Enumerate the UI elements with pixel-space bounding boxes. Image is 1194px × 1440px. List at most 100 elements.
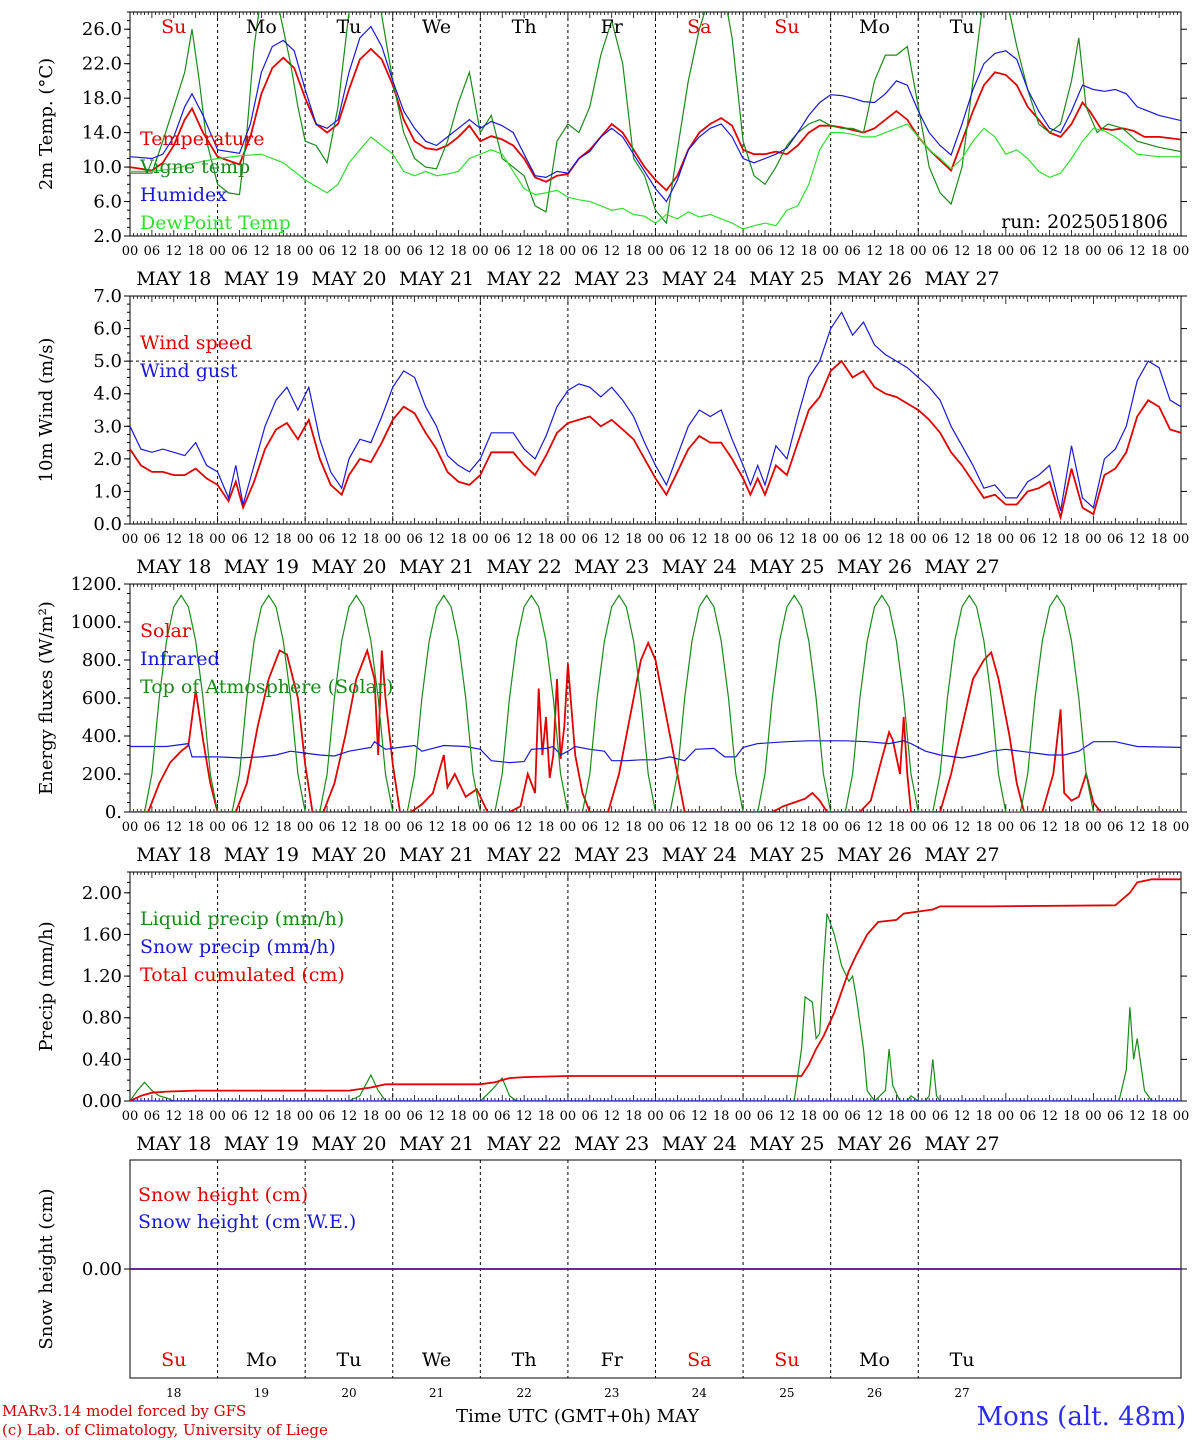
date-label: MAY 22 [487, 844, 562, 866]
date-label: MAY 25 [749, 556, 824, 578]
y-tick-label: 10.0 [82, 157, 122, 178]
hour-tick-label: 18 [625, 532, 642, 547]
y-tick-label: 26.0 [82, 19, 122, 40]
hour-tick-label: 06 [231, 820, 248, 835]
hour-tick-label: 18 [800, 532, 817, 547]
hour-tick-label: 06 [932, 1109, 949, 1124]
date-label: MAY 24 [662, 268, 737, 290]
day-number-label: 23 [604, 1386, 619, 1400]
hour-tick-label: 12 [516, 820, 533, 835]
weekday-label: Su [774, 1349, 799, 1371]
meteogram: 2.0 6.0 10.0 14.0 18.0 22.0 26.0 2m Temp. (°C) 0… [36, 11, 1190, 1400]
date-label: MAY 18 [136, 1133, 211, 1155]
hour-tick-label: 00 [735, 1109, 752, 1124]
hour-tick-label: 18 [800, 244, 817, 259]
hour-tick-label: 06 [494, 820, 511, 835]
day-number-label: 25 [779, 1386, 794, 1400]
hour-tick-label: 12 [691, 820, 708, 835]
hour-tick-label: 06 [319, 1109, 336, 1124]
legend-entry: Snow height (cm) [138, 1184, 308, 1206]
date-label: MAY 26 [837, 1133, 912, 1155]
y-tick-label: 18.0 [82, 88, 122, 109]
hour-tick-label: 06 [231, 532, 248, 547]
hour-tick-label: 18 [800, 820, 817, 835]
hour-tick-label: 00 [822, 532, 839, 547]
hour-tick-label: 12 [428, 244, 445, 259]
hour-tick-label: 00 [122, 532, 139, 547]
weekday-label: Sa [687, 1349, 711, 1371]
day-number-label: 22 [516, 1386, 531, 1400]
hour-tick-label: 06 [757, 532, 774, 547]
date-label: MAY 26 [837, 844, 912, 866]
hour-tick-label: 18 [713, 820, 730, 835]
y-tick-label: 800. [82, 650, 122, 671]
hour-tick-label: 18 [1063, 532, 1080, 547]
date-label: MAY 18 [136, 268, 211, 290]
hour-tick-label: 00 [297, 1109, 314, 1124]
hour-tick-label: 12 [428, 1109, 445, 1124]
hour-tick-label: 18 [976, 820, 993, 835]
hour-tick-label: 00 [209, 1109, 226, 1124]
hour-tick-label: 18 [187, 820, 204, 835]
hour-tick-label: 18 [976, 532, 993, 547]
hour-tick-label: 00 [1085, 1109, 1102, 1124]
hour-tick-label: 12 [341, 1109, 358, 1124]
hour-tick-label: 00 [910, 820, 927, 835]
hour-tick-label: 18 [1151, 244, 1168, 259]
date-label: MAY 27 [924, 1133, 999, 1155]
date-label: MAY 21 [399, 556, 474, 578]
hour-tick-label: 18 [450, 532, 467, 547]
hour-tick-label: 12 [1041, 532, 1058, 547]
hour-tick-label: 12 [253, 1109, 270, 1124]
model-credit: MARv3.14 model forced by GFS [2, 1402, 247, 1420]
hour-tick-label: 00 [384, 1109, 401, 1124]
date-label: MAY 18 [136, 556, 211, 578]
weekday-label: Tu [950, 1349, 975, 1371]
hour-tick-label: 00 [647, 1109, 664, 1124]
hour-tick-label: 00 [384, 244, 401, 259]
series-line [130, 640, 1181, 812]
hour-tick-label: 06 [844, 532, 861, 547]
date-label: MAY 23 [574, 556, 649, 578]
hour-tick-label: 06 [406, 820, 423, 835]
date-label: MAY 24 [662, 844, 737, 866]
legend-entry: Snow precip (mm/h) [140, 936, 336, 958]
legend-entry: Top of Atmosphere (Solar) [140, 676, 393, 698]
hour-tick-label: 00 [822, 820, 839, 835]
hour-tick-label: 18 [538, 820, 555, 835]
date-label: MAY 19 [224, 1133, 299, 1155]
date-label: MAY 21 [399, 1133, 474, 1155]
series-line [130, 740, 1181, 764]
hour-tick-label: 00 [560, 820, 577, 835]
weekday-label: We [422, 16, 451, 38]
hour-tick-label: 18 [275, 820, 292, 835]
date-label: MAY 22 [487, 556, 562, 578]
hour-tick-label: 00 [910, 244, 927, 259]
hour-tick-label: 06 [669, 532, 686, 547]
weekday-label: Mo [246, 16, 277, 38]
series-line [130, 47, 1181, 192]
hour-tick-label: 06 [231, 244, 248, 259]
series-line [130, 594, 1181, 812]
date-label: MAY 27 [924, 556, 999, 578]
weekday-label: Th [512, 16, 537, 38]
y-tick-label: 1.0 [93, 481, 122, 502]
hour-tick-label: 12 [954, 244, 971, 259]
hour-tick-label: 00 [1173, 244, 1190, 259]
legend-entry: Temperature [140, 128, 264, 150]
date-label: MAY 26 [837, 556, 912, 578]
hour-tick-label: 06 [406, 532, 423, 547]
hour-tick-label: 12 [603, 820, 620, 835]
day-number-label: 24 [692, 1386, 708, 1400]
hour-tick-label: 00 [735, 820, 752, 835]
hour-tick-label: 18 [625, 820, 642, 835]
hour-tick-label: 18 [713, 532, 730, 547]
hour-tick-label: 12 [1129, 820, 1146, 835]
hour-tick-label: 06 [757, 1109, 774, 1124]
series-line [130, 878, 1181, 1101]
hour-tick-label: 00 [122, 820, 139, 835]
weekday-label: Sa [687, 16, 711, 38]
y-axis-label: 10m Wind (m/s) [36, 338, 57, 483]
weekday-label: Su [161, 16, 186, 38]
run-label: run: 2025051806 [1001, 211, 1168, 233]
